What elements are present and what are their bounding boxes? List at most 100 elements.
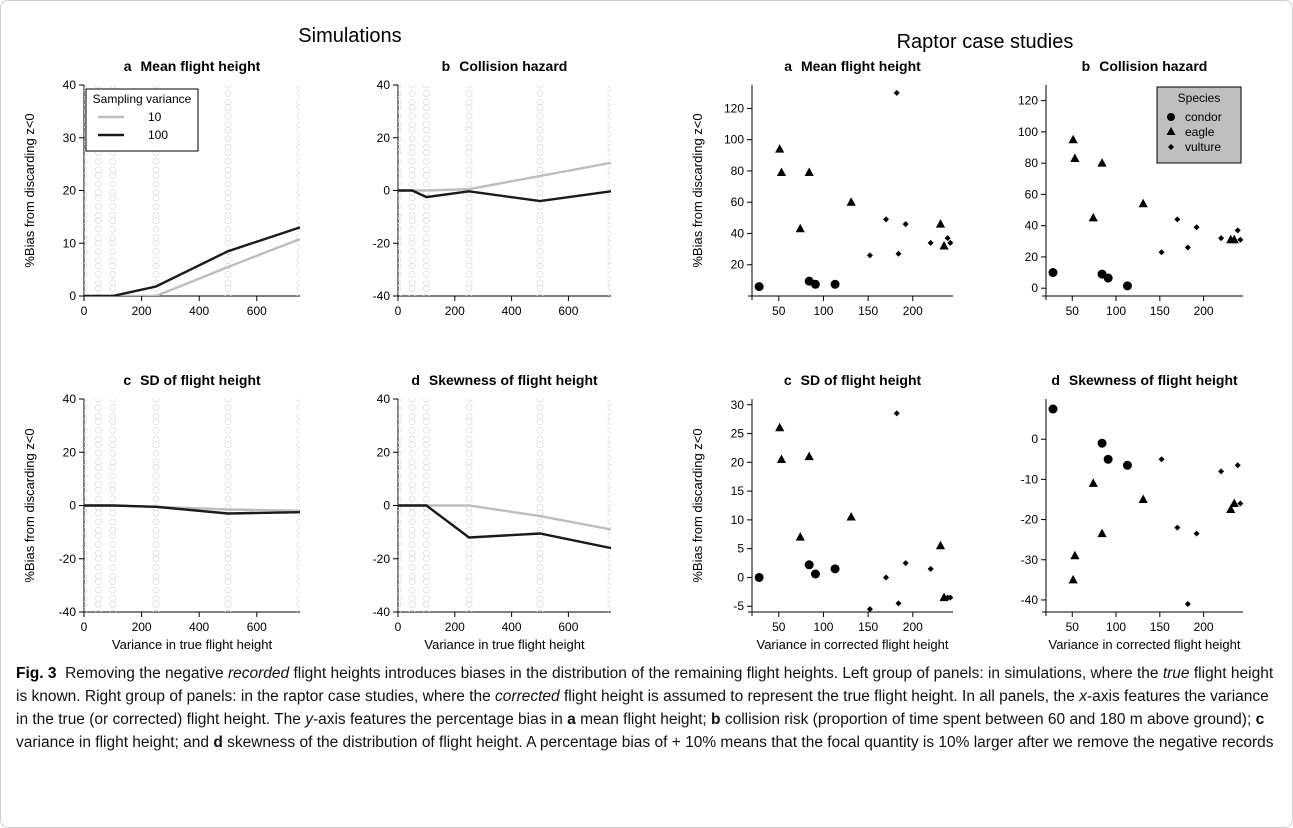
background-point <box>465 418 473 426</box>
background-point <box>465 549 473 557</box>
background-point <box>607 279 611 287</box>
eagle-point <box>846 197 856 206</box>
background-point <box>536 578 544 586</box>
background-point <box>224 549 232 557</box>
condor-point <box>754 282 764 292</box>
x-tick-label: 50 <box>1066 620 1080 634</box>
eagle-point <box>935 540 946 550</box>
legend-entry: 10 <box>148 110 162 124</box>
background-point <box>465 412 473 420</box>
background-point <box>408 262 416 270</box>
background-point <box>536 486 544 494</box>
background-point <box>465 481 473 489</box>
background-point <box>152 600 160 608</box>
legend-title: Sampling variance <box>93 92 192 106</box>
background-point <box>465 248 473 256</box>
condor-point <box>1122 281 1132 291</box>
background-point <box>465 126 473 134</box>
y-tick-label: -30 <box>1021 553 1039 567</box>
panel-letter: d <box>411 372 420 388</box>
background-point <box>152 203 160 211</box>
background-point <box>422 262 430 270</box>
background-point <box>408 112 416 120</box>
background-point <box>607 239 611 247</box>
background-point <box>408 486 416 494</box>
background-point <box>296 399 300 403</box>
background-point <box>465 90 473 98</box>
background-point <box>398 211 402 219</box>
background-point <box>152 157 160 165</box>
background-point <box>109 180 117 188</box>
caption-bold-b: b <box>711 711 721 728</box>
background-point <box>94 85 102 89</box>
background-point <box>423 609 430 612</box>
background-point <box>296 203 300 211</box>
background-point <box>408 85 416 89</box>
x-tick-label: 50 <box>1066 304 1080 318</box>
background-point <box>408 412 416 420</box>
background-point <box>422 104 430 112</box>
background-point <box>84 211 88 219</box>
series-vulture <box>866 410 953 612</box>
background-point <box>398 518 402 526</box>
eagle-point <box>795 532 805 541</box>
background-point <box>607 248 611 256</box>
vulture-point <box>902 221 909 228</box>
background-point <box>152 426 160 434</box>
y-tick-label: 10 <box>731 513 745 527</box>
vulture-point <box>866 252 873 259</box>
y-tick-label: -20 <box>373 552 391 566</box>
x-axis-label: Variance in corrected flight height <box>757 637 949 652</box>
y-tick-label: 120 <box>1018 94 1038 108</box>
background-point <box>607 166 611 174</box>
background-point <box>109 609 117 612</box>
background-point <box>398 481 402 489</box>
background-point <box>152 572 160 580</box>
series-condor <box>1048 404 1132 470</box>
y-tick-label: 20 <box>731 258 745 272</box>
background-point <box>422 126 430 134</box>
background-point <box>607 486 611 494</box>
background-point <box>224 126 232 134</box>
background-point <box>296 211 300 219</box>
x-tick-label: 100 <box>1106 620 1126 634</box>
background-point <box>109 600 117 608</box>
background-point <box>607 472 611 480</box>
background-point <box>224 239 232 247</box>
background-point <box>536 563 544 571</box>
legend-entry: vulture <box>1185 140 1221 154</box>
background-point <box>422 572 430 580</box>
background-point <box>607 157 611 165</box>
background-point <box>296 572 300 580</box>
background-point <box>84 586 88 594</box>
background-point <box>296 90 300 98</box>
x-tick-label: 100 <box>813 620 833 634</box>
background-point <box>607 112 611 120</box>
background-point <box>224 171 232 179</box>
background-point <box>465 495 473 503</box>
background-point <box>224 435 232 443</box>
background-point <box>152 563 160 571</box>
background-point <box>408 518 416 526</box>
background-point <box>607 481 611 489</box>
background-point <box>224 180 232 188</box>
x-tick-label: 150 <box>1150 620 1170 634</box>
background-point <box>408 509 416 517</box>
background-point <box>224 412 232 420</box>
background-point <box>84 486 88 494</box>
background-point <box>398 532 402 540</box>
background-point <box>398 180 402 188</box>
background-point <box>152 441 160 449</box>
y-axis-label: %Bias from discarding z<0 <box>690 428 705 582</box>
y-tick-label: 0 <box>69 499 76 513</box>
background-point <box>422 135 430 143</box>
series-condor <box>1048 268 1132 291</box>
background-point <box>84 234 88 242</box>
group-title-raptor: Raptor case studies <box>897 31 1074 53</box>
background-point <box>398 121 402 129</box>
background-point <box>398 284 402 292</box>
background-point <box>422 578 430 586</box>
background-point <box>296 189 300 196</box>
x-tick-label: 200 <box>1194 304 1214 318</box>
